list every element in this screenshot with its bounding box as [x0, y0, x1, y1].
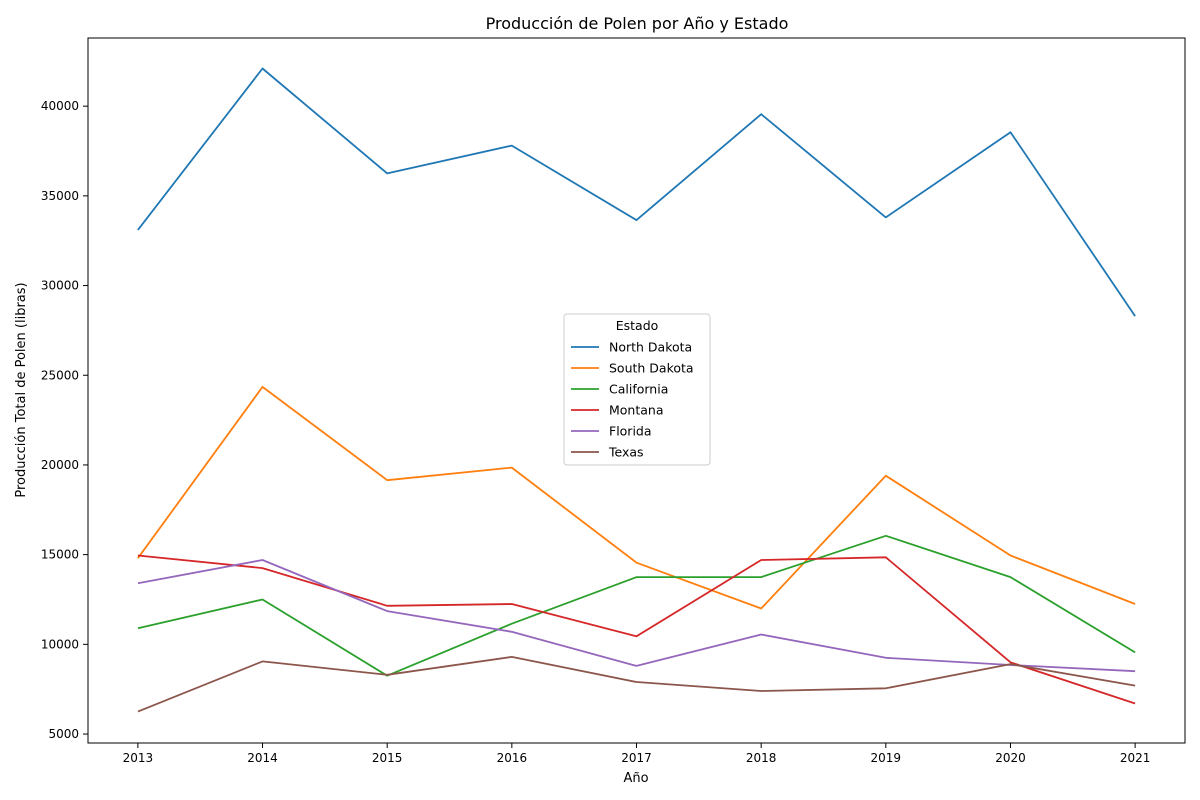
legend-title: Estado: [616, 318, 659, 333]
legend-entry-florida: Florida: [609, 424, 652, 439]
series-line-texas: [137, 656, 1136, 713]
y-tick-label: 5000: [48, 727, 79, 741]
x-tick-label: 2014: [247, 751, 278, 765]
y-tick-label: 15000: [41, 548, 79, 562]
legend-entry-north-dakota: North Dakota: [609, 340, 692, 355]
series-line-montana: [137, 554, 1136, 705]
y-tick-label: 10000: [41, 637, 79, 651]
x-tick-label: 2019: [871, 751, 902, 765]
legend: Estado North Dakota South Dakota Californi…: [563, 313, 711, 466]
x-tick-label: 2021: [1120, 751, 1151, 765]
x-tick-label: 2015: [372, 751, 403, 765]
legend-entry-texas: Texas: [608, 445, 644, 460]
y-tick-label: 30000: [41, 279, 79, 293]
x-tick-label: 2017: [621, 751, 652, 765]
y-axis: 5000 10000 15000 20000 25000 30000 35000 40000: [41, 99, 88, 741]
x-tick-label: 2018: [746, 751, 777, 765]
x-tick-label: 2016: [497, 751, 528, 765]
y-tick-label: 20000: [41, 458, 79, 472]
legend-box: [563, 313, 711, 466]
y-axis-label: Producción Total de Polen (libras): [14, 282, 29, 497]
x-tick-label: 2013: [123, 751, 154, 765]
x-axis-label: Año: [623, 771, 648, 786]
series-line-california: [137, 534, 1136, 677]
x-tick-label: 2020: [995, 751, 1026, 765]
series-line-south-dakota: [137, 385, 1136, 610]
plot-frame: [87, 37, 1186, 744]
legend-entry-south-dakota: South Dakota: [609, 361, 694, 376]
legend-entry-california: California: [609, 382, 668, 397]
chart-title: Producción de Polen por Año y Estado: [486, 14, 789, 33]
y-tick-label: 25000: [41, 368, 79, 382]
series-layer: [137, 67, 1136, 713]
y-tick-label: 35000: [41, 189, 79, 203]
x-axis: 2013 2014 2015 2016 2017 2018 2019 2020 2021: [123, 743, 1151, 765]
y-tick-label: 40000: [41, 99, 79, 113]
legend-entry-montana: Montana: [609, 403, 664, 418]
series-line-florida: [137, 559, 1136, 673]
series-line-north-dakota: [137, 67, 1136, 317]
